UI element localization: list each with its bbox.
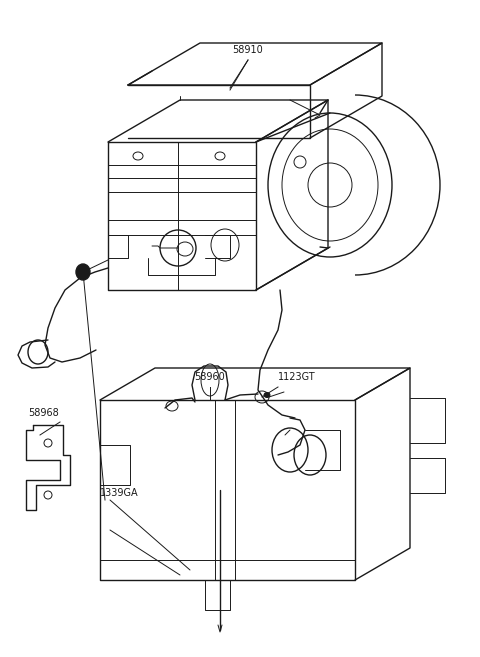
Ellipse shape [76, 264, 90, 280]
Text: 1123GT: 1123GT [278, 372, 316, 382]
Ellipse shape [264, 392, 270, 397]
Text: 58910: 58910 [233, 45, 264, 55]
Text: 1339GA: 1339GA [100, 488, 139, 498]
Text: 58968: 58968 [28, 408, 59, 418]
Text: 58960: 58960 [194, 372, 226, 382]
